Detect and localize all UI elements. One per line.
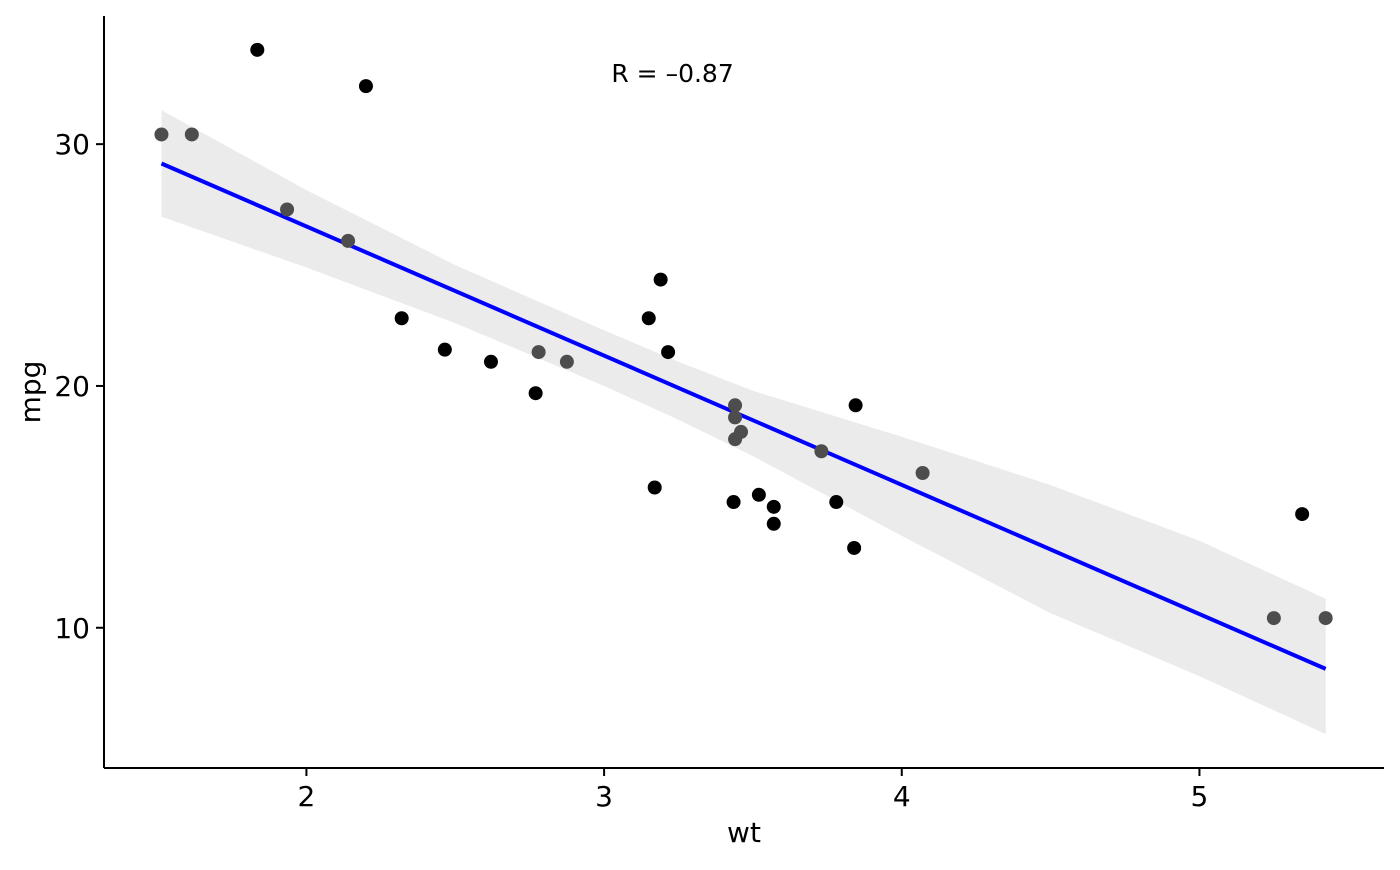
data-point — [734, 424, 749, 439]
data-point — [1318, 611, 1333, 626]
correlation-annotation: R = –0.87 — [611, 59, 733, 88]
data-point — [1295, 507, 1310, 522]
data-point — [483, 354, 498, 369]
y-axis-title: mpg — [14, 361, 47, 424]
fit-line-layer — [160, 161, 1327, 671]
data-point — [559, 354, 574, 369]
data-point — [394, 311, 409, 326]
data-point — [647, 480, 662, 495]
x-tick-label: 5 — [1191, 780, 1209, 813]
data-point — [728, 398, 743, 413]
x-axis-title: wt — [727, 816, 761, 849]
data-point — [848, 398, 863, 413]
data-point — [653, 272, 668, 287]
data-point — [528, 386, 543, 401]
data-point — [847, 540, 862, 555]
data-point — [184, 127, 199, 142]
data-point — [726, 495, 741, 510]
x-tick-label: 2 — [298, 780, 316, 813]
regression-line — [160, 161, 1327, 671]
y-tick-label: 20 — [54, 370, 90, 403]
data-point — [1266, 611, 1281, 626]
y-tick-label: 30 — [54, 128, 90, 161]
data-point — [814, 444, 829, 459]
data-point — [341, 233, 356, 248]
data-point — [437, 342, 452, 357]
data-point — [766, 499, 781, 514]
x-tick-label: 4 — [893, 780, 911, 813]
y-axis-ticks: 10 20 30 — [54, 128, 104, 645]
points-layer — [154, 42, 1333, 626]
data-point — [154, 127, 169, 142]
x-tick-label: 3 — [595, 780, 613, 813]
y-tick-label: 10 — [54, 612, 90, 645]
axes-layer: 2 3 4 5 10 20 30 — [54, 16, 1384, 813]
data-point — [641, 311, 656, 326]
data-point — [766, 516, 781, 531]
data-point — [751, 487, 766, 502]
data-point — [661, 345, 676, 360]
confidence-band-layer — [161, 110, 1326, 735]
data-point — [358, 79, 373, 94]
confidence-band — [161, 110, 1326, 735]
x-axis-ticks: 2 3 4 5 — [298, 768, 1209, 813]
data-point — [915, 466, 930, 481]
data-point — [728, 410, 743, 425]
data-point — [280, 202, 295, 217]
data-point — [250, 42, 265, 57]
data-point — [531, 345, 546, 360]
data-point — [829, 495, 844, 510]
